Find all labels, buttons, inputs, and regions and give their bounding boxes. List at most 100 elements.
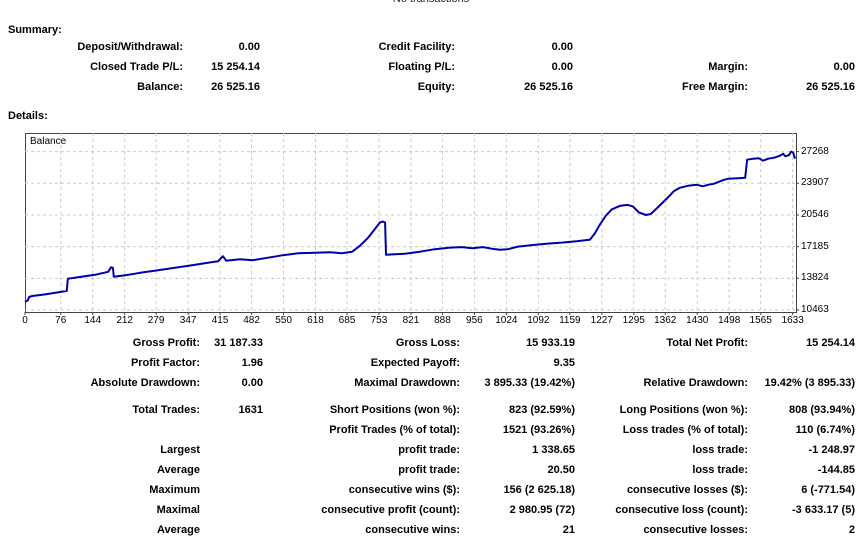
summary-heading: Summary: bbox=[8, 24, 62, 36]
stat-label: Average bbox=[156, 464, 200, 476]
stat-value: 2 980.95 (72) bbox=[509, 504, 575, 516]
stat-value: 15 933.19 bbox=[526, 337, 575, 349]
stat-label: consecutive losses: bbox=[643, 524, 748, 536]
x-axis-tick-label: 888 bbox=[434, 315, 451, 326]
stat-value: 808 (93.94%) bbox=[788, 404, 855, 416]
stat-value bbox=[200, 460, 263, 480]
y-axis-tick-label: 17185 bbox=[801, 240, 829, 252]
x-axis-tick-label: 144 bbox=[84, 315, 102, 326]
stat-label: profit trade: bbox=[398, 444, 460, 456]
stat-label: Largest bbox=[160, 444, 200, 456]
stat-label: Gross Profit: bbox=[132, 337, 200, 349]
stat-label: Deposit/Withdrawal: bbox=[77, 41, 183, 53]
stat-label: Credit Facility: bbox=[378, 41, 455, 53]
stat-value: 26 525.16 bbox=[211, 81, 260, 93]
y-axis-tick-label: 27268 bbox=[801, 145, 829, 157]
x-axis-tick-label: 1498 bbox=[718, 315, 741, 326]
stat-label: loss trade: bbox=[692, 444, 748, 456]
x-axis-tick-label: 1565 bbox=[749, 315, 772, 326]
stat-label: Absolute Drawdown: bbox=[90, 377, 200, 389]
stat-value: 110 (6.74%) bbox=[795, 424, 855, 436]
y-axis-tick-label: 23907 bbox=[801, 177, 829, 189]
stat-value: 1631 bbox=[238, 404, 263, 416]
x-axis-tick-label: 753 bbox=[370, 315, 388, 326]
x-axis-tick-label: 1633 bbox=[781, 315, 804, 326]
y-axis-tick-label: 10463 bbox=[801, 303, 829, 315]
stat-value bbox=[200, 520, 263, 539]
stat-value: 0.00 bbox=[551, 41, 573, 53]
stat-value bbox=[200, 420, 263, 440]
stat-value bbox=[200, 500, 263, 520]
stat-label: Loss trades (% of total): bbox=[622, 424, 748, 436]
y-axis-tick-label: 20546 bbox=[801, 208, 829, 220]
stat-label: consecutive wins ($): bbox=[348, 484, 460, 496]
stat-value: -3 633.17 (5) bbox=[792, 504, 855, 516]
stat-value: 19.42% (3 895.33) bbox=[764, 377, 855, 389]
stat-label: Profit Trades (% of total): bbox=[329, 424, 460, 436]
stat-value: 0.00 bbox=[241, 377, 263, 389]
stat-label: Equity: bbox=[417, 81, 455, 93]
stat-label: Maximum bbox=[149, 484, 200, 496]
stat-value: 2 bbox=[848, 524, 855, 536]
balance-curve-plot bbox=[24, 133, 799, 315]
stat-value: 26 525.16 bbox=[524, 81, 573, 93]
stat-value: 0.00 bbox=[833, 61, 855, 73]
x-axis-tick-label: 956 bbox=[466, 315, 483, 326]
stat-label: Total Trades: bbox=[132, 404, 200, 416]
stat-label: Profit Factor: bbox=[130, 357, 200, 369]
details-heading: Details: bbox=[8, 110, 48, 122]
stat-value: 0.00 bbox=[238, 41, 260, 53]
stat-label: Margin: bbox=[708, 61, 748, 73]
stat-label: consecutive wins: bbox=[365, 524, 460, 536]
x-axis-tick-label: 821 bbox=[402, 315, 420, 326]
results-table-top: Gross Profit: 31 187.33 Gross Loss: 15 933.… bbox=[0, 333, 855, 393]
no-transactions-text: No transactions bbox=[0, 0, 862, 5]
x-axis-tick-label: 685 bbox=[338, 315, 356, 326]
stat-label: Long Positions (won %): bbox=[619, 404, 748, 416]
stat-value: 6 (-771.54) bbox=[801, 484, 855, 496]
stat-value: 21 bbox=[562, 524, 575, 536]
stat-label: Expected Payoff: bbox=[370, 357, 460, 369]
stat-value: 20.50 bbox=[547, 464, 575, 476]
stat-value: 823 (92.59%) bbox=[508, 404, 575, 416]
stat-label: Maximal Drawdown: bbox=[354, 377, 460, 389]
chart-series-label: Balance bbox=[30, 136, 67, 147]
stat-label: consecutive profit (count): bbox=[321, 504, 460, 516]
x-axis-tick-label: 1295 bbox=[622, 315, 645, 326]
stat-value: 0.00 bbox=[551, 61, 573, 73]
stat-value: 1.96 bbox=[241, 357, 263, 369]
x-axis-tick-label: 1362 bbox=[654, 315, 677, 326]
x-axis-tick-label: 1159 bbox=[559, 315, 581, 326]
stat-value: 31 187.33 bbox=[214, 337, 263, 349]
x-axis-tick-label: 76 bbox=[55, 315, 67, 326]
stat-label: Closed Trade P/L: bbox=[90, 61, 183, 73]
stat-value: 1521 (93.26%) bbox=[502, 424, 575, 436]
x-axis-tick-label: 0 bbox=[22, 315, 28, 326]
stat-value bbox=[200, 440, 263, 460]
x-axis-tick-label: 1092 bbox=[527, 315, 550, 326]
stat-value: -1 248.97 bbox=[808, 444, 855, 456]
x-axis-tick-label: 347 bbox=[179, 315, 197, 326]
summary-table: Deposit/Withdrawal: 0.00 Credit Facility: 0… bbox=[0, 37, 855, 97]
x-axis-tick-label: 279 bbox=[147, 315, 165, 326]
stat-value: 9.35 bbox=[553, 357, 575, 369]
x-axis-tick-label: 550 bbox=[275, 315, 292, 326]
y-axis-tick-label: 13824 bbox=[801, 272, 829, 284]
x-axis-tick-label: 482 bbox=[243, 315, 260, 326]
stat-label: Floating P/L: bbox=[388, 61, 455, 73]
x-axis-tick-label: 1430 bbox=[686, 315, 709, 326]
stat-value bbox=[748, 353, 855, 373]
stat-value: 3 895.33 (19.42%) bbox=[484, 377, 575, 389]
stat-value: -144.85 bbox=[817, 464, 855, 476]
stat-label: Gross Loss: bbox=[395, 337, 460, 349]
stat-label: Average bbox=[156, 524, 200, 536]
stat-label bbox=[0, 420, 200, 440]
stat-label: loss trade: bbox=[692, 464, 748, 476]
stat-value: 1 338.65 bbox=[532, 444, 575, 456]
x-axis-tick-label: 212 bbox=[116, 315, 133, 326]
stat-value: 26 525.16 bbox=[806, 81, 855, 93]
stat-value: 156 (2 625.18) bbox=[503, 484, 575, 496]
x-axis-tick-label: 618 bbox=[307, 315, 324, 326]
stat-label bbox=[573, 37, 748, 57]
